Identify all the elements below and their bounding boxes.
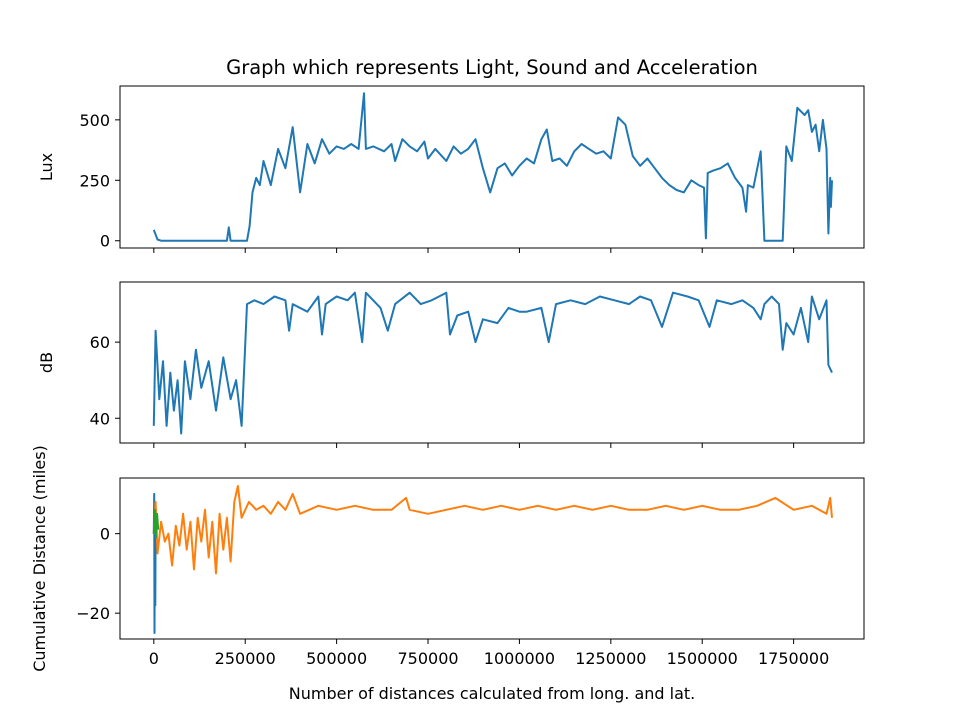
- y-tick-label: −20: [76, 604, 110, 623]
- y-axis-label-acceleration: Cumulative Distance (miles): [30, 445, 49, 672]
- subplot-sound: 40 60 dB: [37, 281, 865, 448]
- x-tick-label: 0: [149, 649, 159, 668]
- y-tick-label: 40: [90, 409, 110, 428]
- x-tick-label: 500000: [306, 649, 367, 668]
- subplots: 0 250 500 Lux 40 60 dB −20 0 0 250000 500000 750000 1…: [30, 85, 865, 672]
- subplot-light: 0 250 500 Lux: [37, 85, 865, 253]
- x-tick-label: 750000: [397, 649, 458, 668]
- chart-title: Graph which represents Light, Sound and …: [226, 56, 758, 79]
- y-tick-label: 500: [79, 111, 110, 130]
- x-tick-label: 1250000: [575, 649, 646, 668]
- y-tick-label: 0: [100, 525, 110, 544]
- x-tick-label: 1500000: [667, 649, 738, 668]
- y-tick-label: 250: [79, 171, 110, 190]
- axes-frame: [119, 281, 865, 444]
- axes-frame: [119, 85, 865, 249]
- x-tick-label: 250000: [215, 649, 276, 668]
- subplot-acceleration: −20 0 0 250000 500000 750000 1000000 1250000 150…: [30, 445, 865, 672]
- y-axis-label-light: Lux: [37, 153, 56, 181]
- x-tick-label: 1750000: [758, 649, 829, 668]
- series-line-acceleration-2: [152, 508, 160, 539]
- x-axis-label: Number of distances calculated from long…: [289, 684, 696, 703]
- y-tick-label: 60: [90, 333, 110, 352]
- series-line-acceleration-1: [152, 485, 833, 575]
- series-line-light-0: [152, 92, 833, 242]
- x-tick-label: 1000000: [484, 649, 555, 668]
- y-axis-label-sound: dB: [37, 352, 56, 373]
- axes-frame: [119, 477, 865, 640]
- y-tick-label: 0: [100, 232, 110, 251]
- series-line-sound-0: [152, 291, 833, 435]
